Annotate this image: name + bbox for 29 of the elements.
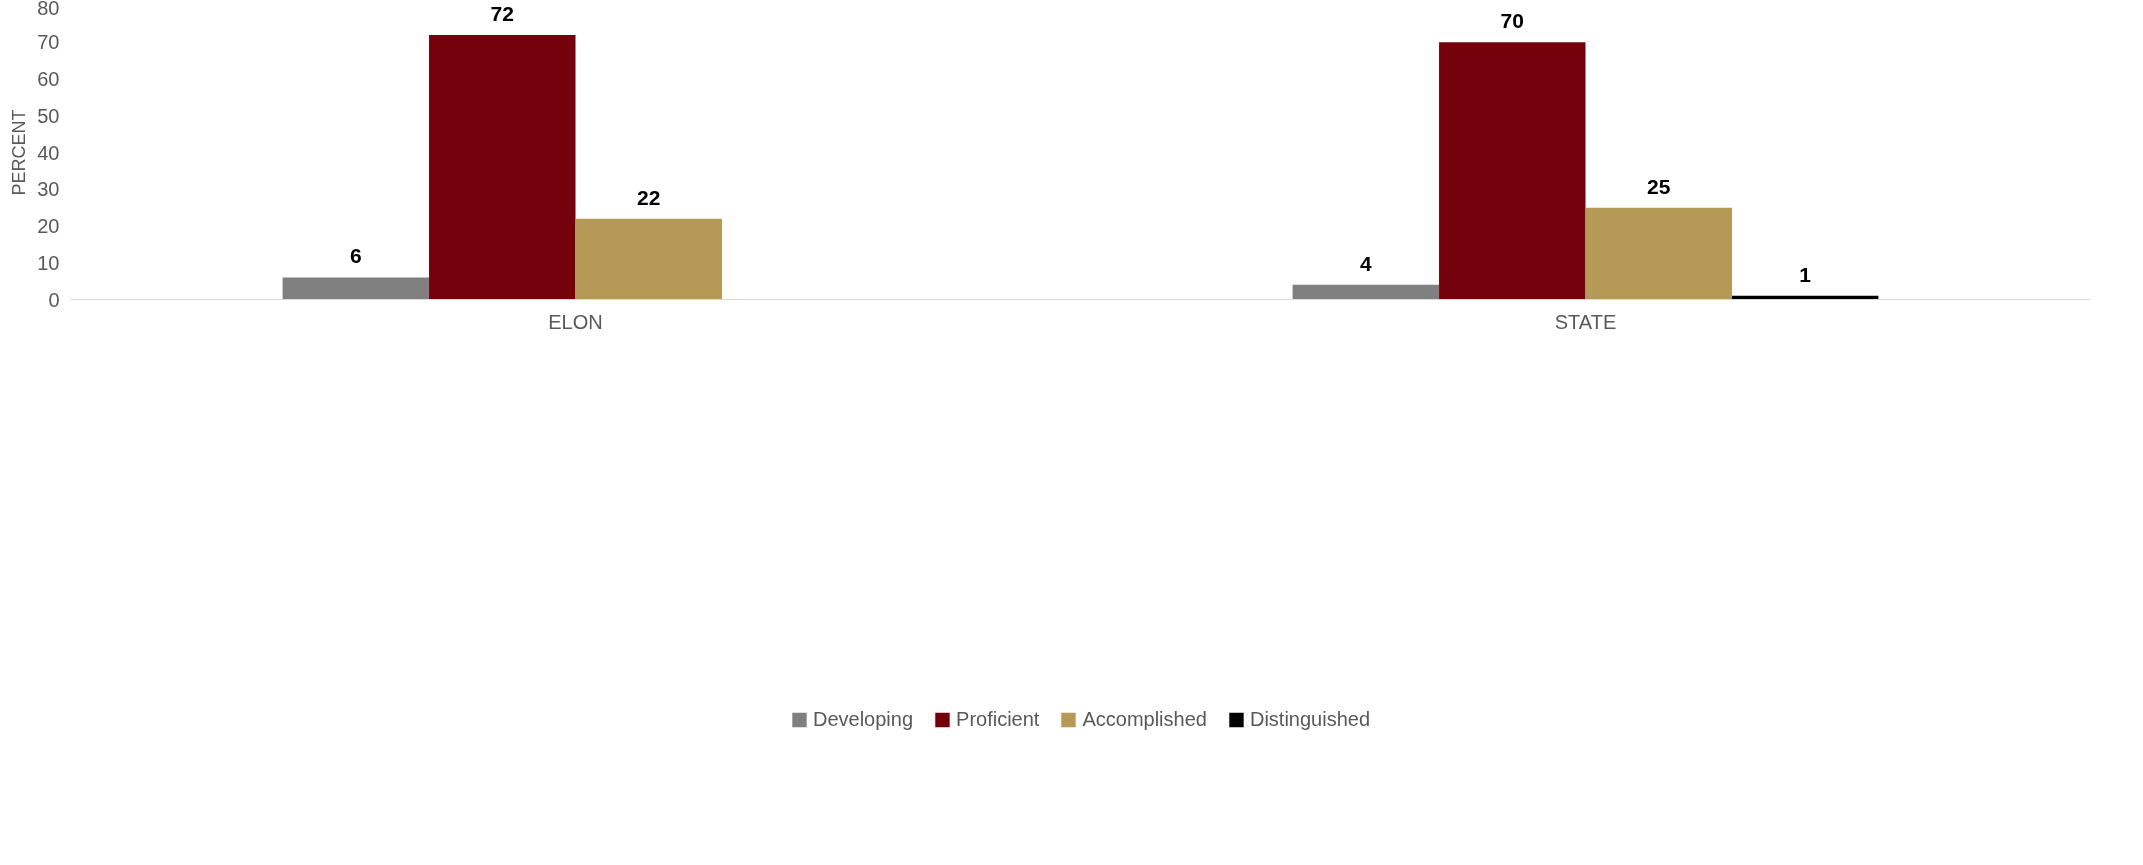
- bar: [575, 218, 722, 300]
- bar: [1292, 284, 1440, 300]
- data-label: 6: [349, 244, 362, 268]
- data-label: 25: [1647, 174, 1671, 198]
- x-tick-label: ELON: [548, 310, 603, 333]
- legend-label: Accomplished: [1082, 707, 1207, 731]
- bar: [1585, 207, 1732, 300]
- data-label: 70: [1500, 9, 1524, 33]
- legend-label: Distinguished: [1249, 707, 1371, 731]
- y-tick-label: 50: [37, 104, 60, 127]
- y-tick-label: 60: [37, 68, 60, 90]
- bar: [429, 34, 576, 300]
- y-tick-label: 20: [37, 215, 60, 237]
- x-tick-label: STATE: [1554, 310, 1617, 333]
- y-axis-title: PERCENT: [9, 109, 30, 196]
- legend-label: Proficient: [956, 707, 1040, 731]
- legend-label: Developing: [812, 707, 914, 731]
- y-tick-label: 0: [48, 288, 60, 311]
- y-tick-label: 40: [37, 141, 60, 164]
- data-label: 4: [1359, 251, 1372, 275]
- data-label: 22: [637, 185, 661, 209]
- data-label: 1: [1799, 262, 1812, 286]
- bar: [1439, 42, 1586, 300]
- y-tick-label: 30: [37, 178, 60, 201]
- data-label: 72: [490, 1, 514, 25]
- y-tick-label: 70: [37, 31, 60, 54]
- bar: [282, 277, 430, 300]
- y-tick-label: 80: [37, 0, 60, 19]
- y-tick-label: 10: [37, 251, 60, 274]
